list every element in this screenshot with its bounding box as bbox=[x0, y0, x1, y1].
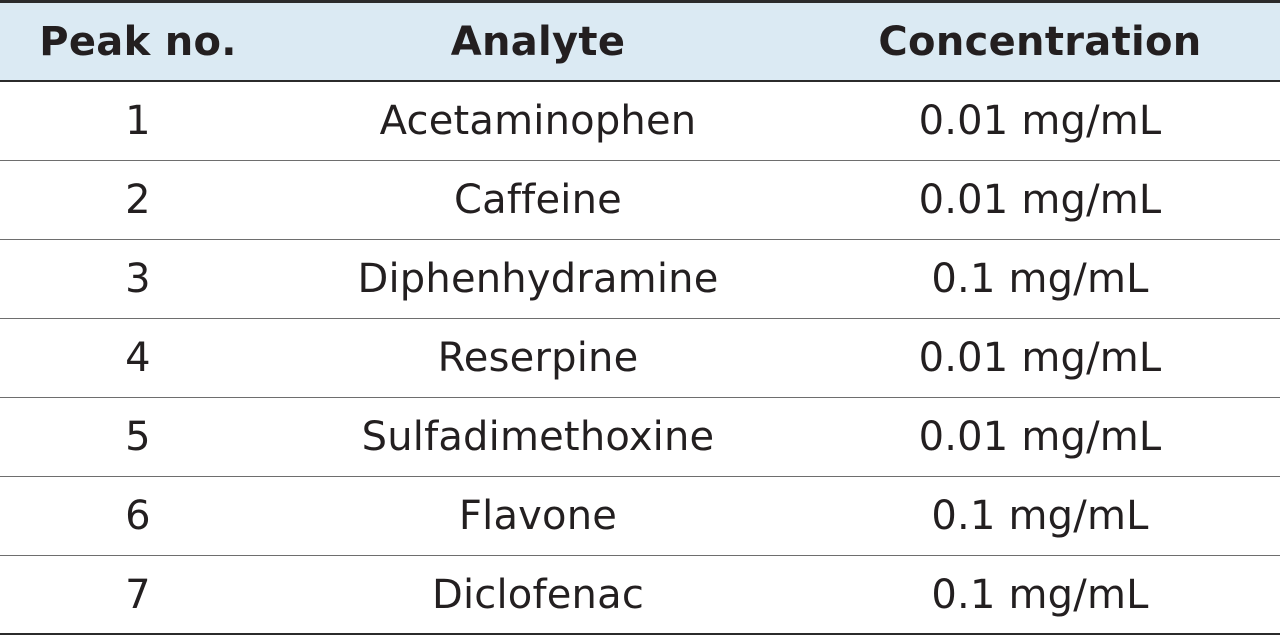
peak-number-cell: 3 bbox=[125, 256, 151, 302]
concentration-cell: 0.01 mg/mL bbox=[918, 414, 1162, 460]
peak-number-cell: 4 bbox=[125, 335, 151, 381]
analyte-cell: Flavone bbox=[458, 493, 618, 539]
analyte-cell: Caffeine bbox=[454, 177, 622, 223]
concentration-cell: 0.01 mg/mL bbox=[918, 335, 1162, 381]
header-peak-no: Peak no. bbox=[39, 18, 237, 65]
table-row: 6 Flavone 0.1 mg/mL bbox=[0, 477, 1280, 556]
table-row: 3 Diphenhydramine 0.1 mg/mL bbox=[0, 240, 1280, 319]
peak-number-cell: 2 bbox=[125, 177, 151, 223]
table-row: 4 Reserpine 0.01 mg/mL bbox=[0, 319, 1280, 398]
table-row: 5 Sulfadimethoxine 0.01 mg/mL bbox=[0, 398, 1280, 477]
header-concentration: Concentration bbox=[878, 18, 1202, 65]
table-row: 7 Diclofenac 0.1 mg/mL bbox=[0, 556, 1280, 635]
concentration-cell: 0.1 mg/mL bbox=[931, 571, 1149, 618]
peak-number-cell: 7 bbox=[125, 571, 151, 618]
header-analyte: Analyte bbox=[450, 18, 626, 65]
peak-number-cell: 6 bbox=[125, 493, 151, 539]
peak-number-cell: 5 bbox=[125, 414, 151, 460]
analyte-cell: Reserpine bbox=[437, 335, 639, 381]
table-row: 1 Acetaminophen 0.01 mg/mL bbox=[0, 82, 1280, 161]
analyte-cell: Acetaminophen bbox=[379, 98, 697, 144]
concentration-cell: 0.1 mg/mL bbox=[931, 256, 1149, 302]
peak-number-cell: 1 bbox=[125, 98, 151, 144]
concentration-cell: 0.01 mg/mL bbox=[918, 177, 1162, 223]
table-header-row: Peak no. Analyte Concentration bbox=[0, 0, 1280, 82]
concentration-cell: 0.1 mg/mL bbox=[931, 493, 1149, 539]
analyte-cell: Sulfadimethoxine bbox=[361, 414, 715, 460]
concentration-cell: 0.01 mg/mL bbox=[918, 98, 1162, 144]
analyte-cell: Diphenhydramine bbox=[357, 256, 719, 302]
analyte-cell: Diclofenac bbox=[431, 571, 645, 618]
table-row: 2 Caffeine 0.01 mg/mL bbox=[0, 161, 1280, 240]
